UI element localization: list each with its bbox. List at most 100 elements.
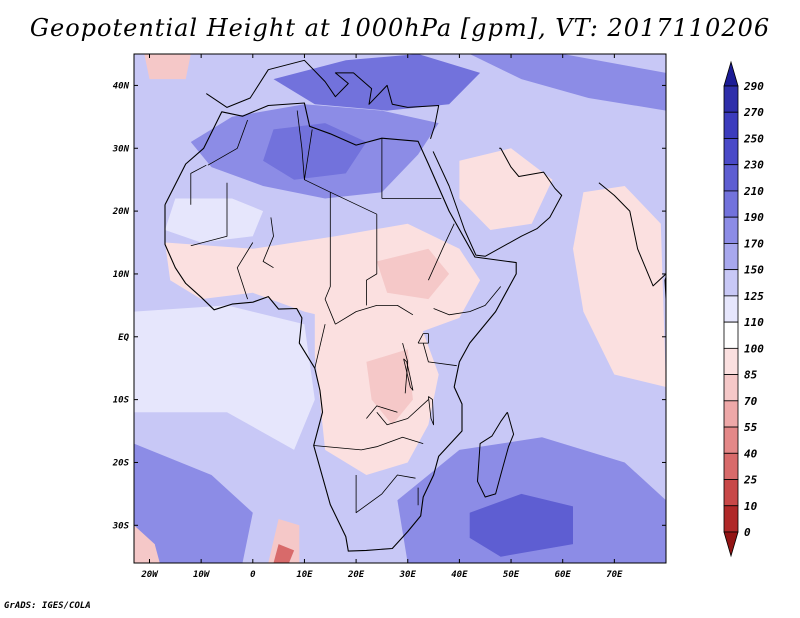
- colorbar-label: 250: [743, 132, 764, 145]
- colorbar-swatch: [723, 138, 739, 166]
- lon-tick-label: 70E: [606, 570, 623, 580]
- colorbar-label: 270: [743, 106, 764, 119]
- lake-outline: [428, 396, 435, 426]
- lon-tick-label: 20E: [347, 570, 365, 580]
- colorbar-label: 10: [744, 500, 758, 513]
- colorbar-label: 230: [743, 159, 764, 172]
- coastline-india: [598, 182, 666, 287]
- colorbar: 2902702502302101901701501251101008570554…: [723, 60, 764, 558]
- field-region-north-africa-core: [263, 123, 367, 180]
- colorbar-swatch: [723, 479, 739, 507]
- field-region-west-sahara-neutral: [165, 198, 264, 243]
- colorbar-label: 0: [744, 526, 751, 539]
- country-border: [376, 399, 429, 426]
- colorbar-label: 290: [743, 80, 764, 93]
- lat-tick-label: 40N: [113, 81, 130, 91]
- lon-tick-label: 40E: [451, 570, 468, 580]
- colorbar-label: 100: [744, 342, 764, 355]
- colorbar-bottom-arrow: [723, 531, 739, 558]
- country-border: [313, 436, 424, 451]
- lat-tick-label: 20S: [112, 458, 130, 468]
- field-region-south-atlantic-low-core: [273, 544, 295, 563]
- lat-tick-label: EQ: [118, 333, 129, 343]
- lon-tick-label: 30E: [399, 570, 417, 580]
- colorbar-label: 25: [743, 474, 758, 487]
- field-region-sw-corner-low: [134, 525, 160, 563]
- field-region-eurasia-high: [469, 54, 666, 111]
- lat-tick-label: 10N: [113, 270, 130, 280]
- country-border: [365, 214, 378, 306]
- map-frame: [133, 53, 667, 564]
- country-border: [296, 110, 305, 180]
- lon-tick-label: 10W: [193, 570, 211, 580]
- lon-tick-label: 20W: [140, 570, 159, 580]
- country-border: [190, 164, 207, 205]
- field-region-sudan-low: [376, 248, 450, 300]
- field-region-mediterranean-high: [273, 54, 481, 111]
- colorbar-swatch: [723, 347, 739, 375]
- coastline-southern-europe: [206, 59, 440, 139]
- colorbar-swatch: [723, 85, 739, 113]
- colorbar-label: 55: [744, 421, 758, 434]
- coastline-africa: [164, 102, 517, 552]
- field-region-south-atlantic-high: [134, 443, 253, 563]
- country-border: [190, 182, 228, 247]
- lon-tick-label: 60E: [555, 570, 572, 580]
- country-border: [262, 217, 274, 269]
- coastline-madagascar: [477, 411, 515, 498]
- colorbar-swatch: [723, 164, 739, 192]
- field-region-arabia-low: [459, 148, 553, 230]
- country-border: [236, 242, 254, 300]
- country-border: [355, 474, 416, 514]
- lake-outline: [417, 333, 429, 344]
- lon-tick-label: 10E: [296, 570, 313, 580]
- coastline-arabia: [432, 147, 563, 257]
- coastlines: [164, 59, 666, 552]
- colorbar-swatch: [723, 321, 739, 349]
- country-border: [422, 342, 457, 367]
- colorbar-swatch: [723, 111, 739, 139]
- country-border: [303, 129, 377, 215]
- colorbar-swatch: [723, 216, 739, 244]
- colorbar-swatch: [723, 505, 739, 533]
- colorbar-swatch: [723, 190, 739, 218]
- colorbar-swatch: [723, 400, 739, 428]
- colorbar-top-arrow: [723, 60, 739, 87]
- colorbar-label: 150: [744, 264, 764, 277]
- colorbar-swatch: [723, 269, 739, 297]
- colorbar-label: 170: [744, 237, 764, 250]
- colorbar-label: 210: [743, 185, 764, 198]
- colorbar-swatch: [723, 426, 739, 454]
- colorbar-label: 85: [744, 369, 758, 382]
- country-border: [433, 286, 502, 316]
- lat-tick-label: 30N: [112, 144, 130, 154]
- country-border: [402, 342, 409, 394]
- colorbar-label: 110: [744, 316, 764, 329]
- country-border: [324, 192, 336, 325]
- lat-tick-label: 30S: [112, 521, 130, 531]
- field-region-india-low: [573, 186, 666, 387]
- colorbar-label: 40: [744, 447, 758, 460]
- country-border: [428, 223, 455, 281]
- country-border: [207, 119, 248, 166]
- field-region-southern-ocean-core: [469, 493, 573, 557]
- field-region-nw-corner-low: [144, 54, 191, 80]
- colorbar-label: 125: [744, 290, 764, 303]
- map-title: Geopotential Height at 1000hPa [gpm], VT…: [29, 14, 771, 42]
- country-border: [366, 405, 398, 419]
- country-border: [314, 324, 326, 369]
- colorbar-label: 70: [744, 395, 758, 408]
- colorbar-label: 190: [744, 211, 764, 224]
- colorbar-swatch: [723, 374, 739, 402]
- lat-tick-label: 20N: [112, 207, 130, 217]
- height-field: [134, 54, 666, 563]
- lake-outline: [403, 358, 414, 391]
- lon-tick-label: 0: [250, 570, 256, 580]
- colorbar-swatch: [723, 243, 739, 271]
- lon-tick-label: 50E: [503, 570, 520, 580]
- credit-text: GrADS: IGES/COLA: [4, 601, 91, 611]
- field-region-south-atlantic-neutral: [134, 305, 315, 450]
- axes: 20W 10W 0 10E 20E 30E 40E 50E 60E 70E 40N 30N 20N 10N…: [112, 54, 666, 580]
- colorbar-swatch: [723, 295, 739, 323]
